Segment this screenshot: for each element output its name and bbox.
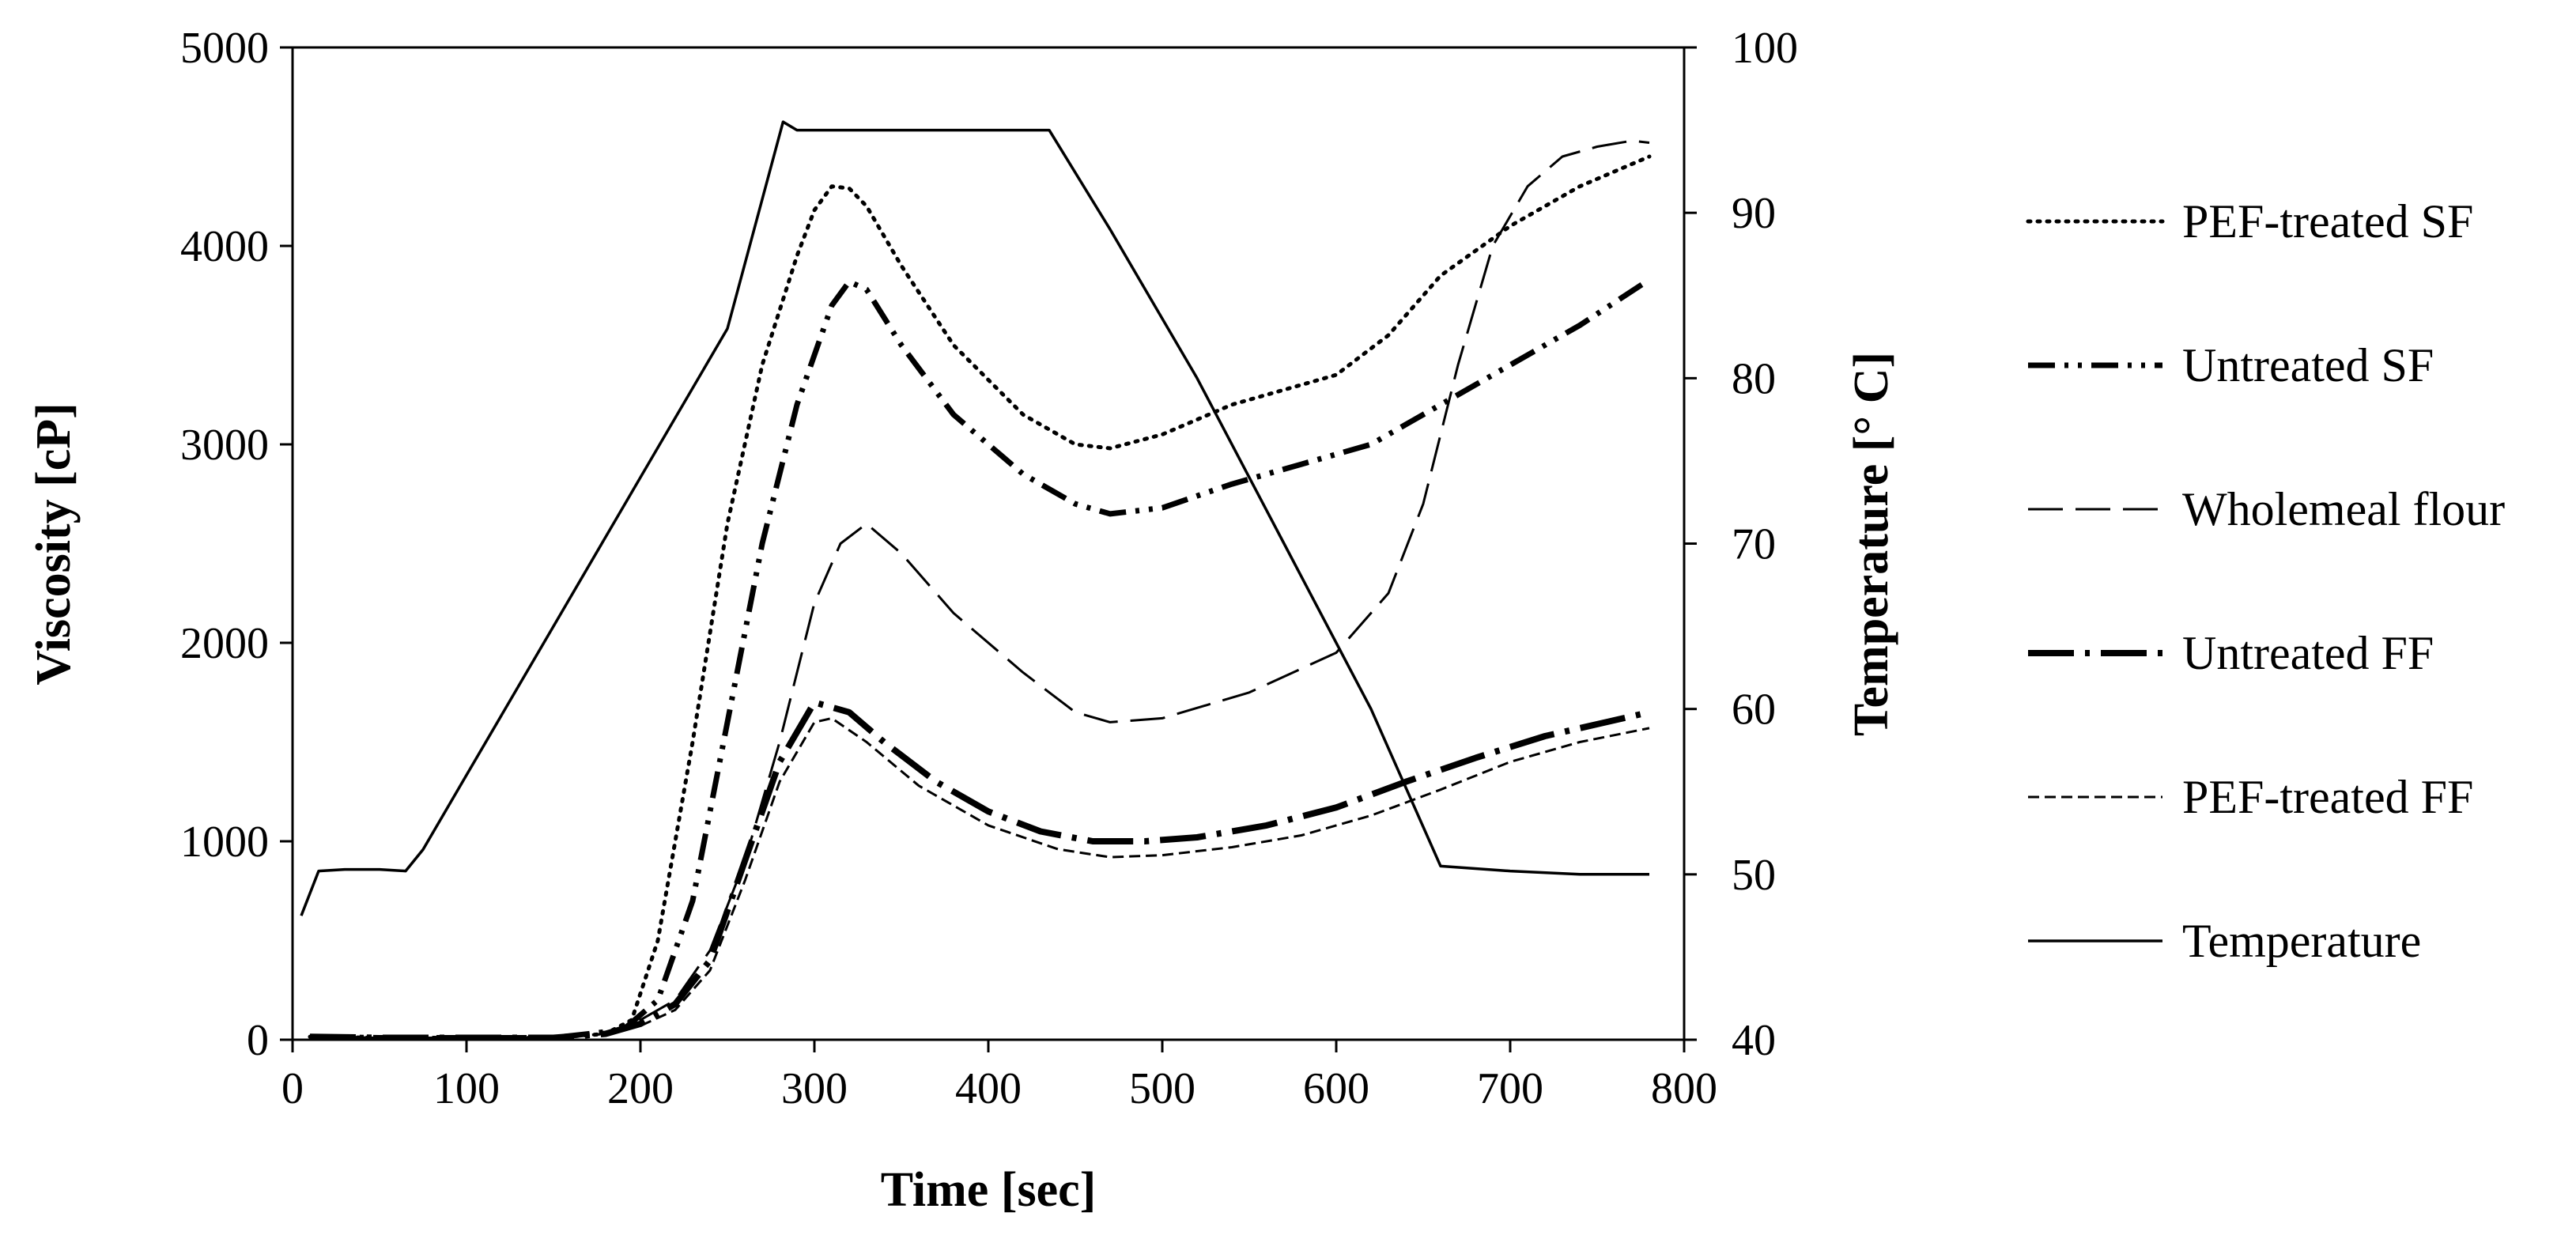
legend-label-1: Untreated SF [2182, 339, 2434, 391]
x-tick-label: 400 [955, 1064, 1022, 1113]
legend-label-5: Temperature [2182, 915, 2421, 967]
y2-tick-label: 70 [1732, 520, 1776, 569]
y-tick-label: 3000 [180, 421, 269, 470]
x-tick-label: 500 [1129, 1064, 1195, 1113]
y2-tick-label: 60 [1732, 686, 1776, 735]
y2-axis-title: Temperature [° C] [1845, 352, 1898, 736]
series-layer [300, 120, 1652, 1041]
y2-tick-label: 40 [1732, 1016, 1776, 1065]
y-axis-title: Viscosity [cP] [27, 402, 81, 686]
legend-label-4: PEF-treated FF [2182, 771, 2473, 823]
y2-tick-label: 90 [1732, 189, 1776, 238]
legend-label-3: Untreated FF [2182, 627, 2434, 679]
y2-tick-label: 50 [1732, 851, 1776, 900]
x-axis-ticks: 0 100 200 300 400 500 600 700 800 [281, 1040, 1717, 1113]
x-tick-label: 100 [433, 1064, 500, 1113]
x-axis-title: Time [sec] [881, 1163, 1097, 1217]
series-line-4 [309, 716, 1650, 1039]
y-tick-label: 5000 [180, 24, 269, 73]
y-tick-label: 4000 [180, 222, 269, 271]
y2-tick-label: 80 [1732, 354, 1776, 403]
series-line-5 [300, 120, 1649, 916]
x-tick-label: 200 [607, 1064, 674, 1113]
y2-tick-label: 100 [1732, 24, 1798, 73]
series-line-2 [309, 139, 1650, 1039]
series-line-3 [309, 699, 1650, 1041]
legend: PEF-treated SF Untreated SF Wholemeal flou… [2026, 195, 2505, 967]
x-tick-label: 700 [1477, 1064, 1543, 1113]
x-tick-label: 0 [281, 1064, 304, 1113]
x-tick-label: 600 [1303, 1064, 1369, 1113]
y-tick-label: 0 [247, 1016, 269, 1065]
series-line-1 [309, 277, 1651, 1041]
left-axis-ticks: 0 1000 2000 3000 4000 5000 [180, 24, 293, 1065]
y-tick-label: 2000 [180, 619, 269, 668]
plot-frame [291, 46, 1686, 1041]
y-tick-label: 1000 [180, 818, 269, 867]
x-tick-label: 800 [1651, 1064, 1717, 1113]
legend-label-2: Wholemeal flour [2182, 483, 2505, 535]
series-line-0 [308, 154, 1652, 1040]
x-tick-label: 300 [781, 1064, 848, 1113]
right-axis-ticks: 40 50 60 70 80 90 100 [1684, 24, 1798, 1065]
legend-label-0: PEF-treated SF [2182, 195, 2473, 247]
